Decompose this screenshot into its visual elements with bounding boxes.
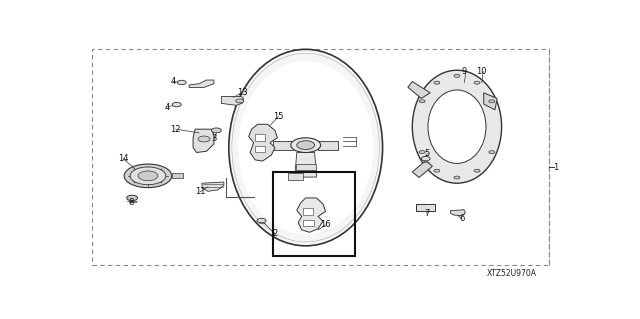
- Circle shape: [434, 169, 440, 172]
- Circle shape: [124, 164, 172, 188]
- Circle shape: [257, 218, 266, 223]
- Text: 2: 2: [272, 229, 278, 238]
- Polygon shape: [297, 198, 326, 232]
- Text: 13: 13: [237, 88, 248, 97]
- Polygon shape: [248, 124, 277, 161]
- Circle shape: [127, 195, 138, 201]
- Bar: [255, 134, 265, 141]
- Circle shape: [454, 74, 460, 77]
- Bar: [289, 174, 303, 180]
- Circle shape: [419, 151, 425, 154]
- Circle shape: [489, 151, 495, 154]
- Text: 8: 8: [129, 198, 134, 207]
- Bar: [303, 208, 313, 215]
- Ellipse shape: [229, 49, 383, 246]
- Bar: [296, 164, 316, 170]
- Bar: [303, 220, 314, 226]
- Circle shape: [211, 128, 221, 133]
- Ellipse shape: [238, 61, 373, 234]
- Circle shape: [198, 136, 210, 142]
- Polygon shape: [273, 141, 293, 150]
- Text: 15: 15: [273, 112, 284, 122]
- Circle shape: [489, 100, 495, 103]
- Circle shape: [172, 102, 181, 107]
- Text: 7: 7: [424, 209, 430, 219]
- Text: 4: 4: [164, 102, 170, 112]
- Circle shape: [291, 138, 321, 152]
- Polygon shape: [193, 129, 214, 152]
- Polygon shape: [221, 96, 244, 105]
- Text: 14: 14: [118, 154, 129, 163]
- Bar: [92, 49, 548, 265]
- Polygon shape: [412, 160, 433, 178]
- Polygon shape: [408, 82, 430, 99]
- Polygon shape: [484, 93, 497, 110]
- Text: 5: 5: [424, 149, 430, 158]
- Text: 3: 3: [211, 135, 216, 144]
- Circle shape: [434, 81, 440, 84]
- Circle shape: [454, 176, 460, 179]
- Circle shape: [419, 100, 425, 103]
- Circle shape: [130, 167, 166, 185]
- Polygon shape: [172, 174, 182, 178]
- Text: 9: 9: [462, 67, 467, 76]
- Ellipse shape: [412, 70, 502, 183]
- Circle shape: [177, 80, 186, 85]
- Bar: [255, 146, 265, 152]
- Circle shape: [297, 141, 315, 150]
- Bar: [273, 172, 355, 256]
- Text: 4: 4: [171, 77, 176, 86]
- Polygon shape: [295, 152, 317, 177]
- Text: 10: 10: [477, 67, 487, 76]
- Polygon shape: [189, 80, 214, 87]
- Text: 6: 6: [460, 214, 465, 223]
- Bar: [416, 204, 435, 211]
- Text: 12: 12: [170, 125, 181, 134]
- Polygon shape: [318, 141, 338, 150]
- Text: 1: 1: [554, 163, 559, 172]
- Circle shape: [474, 169, 480, 172]
- Text: XTZ52U970A: XTZ52U970A: [486, 269, 536, 278]
- Polygon shape: [451, 210, 465, 216]
- Text: 11: 11: [195, 187, 205, 196]
- Ellipse shape: [428, 90, 486, 163]
- Text: 16: 16: [320, 220, 331, 229]
- Circle shape: [421, 156, 430, 161]
- Circle shape: [474, 81, 480, 84]
- Circle shape: [138, 171, 158, 181]
- Polygon shape: [202, 182, 224, 191]
- Circle shape: [236, 99, 244, 103]
